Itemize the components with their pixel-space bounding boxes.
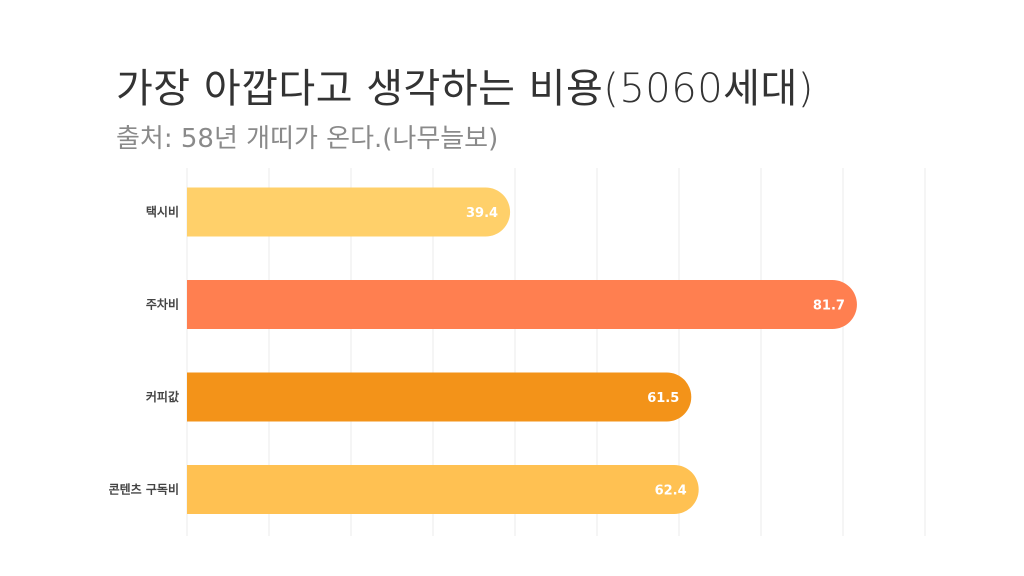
bar-4	[187, 465, 699, 514]
category-label: 콘텐츠 구독비	[109, 482, 179, 497]
category-label: 커피값	[146, 389, 179, 404]
value-label: 81.7	[813, 299, 845, 314]
category-label: 택시비	[146, 204, 179, 219]
value-label: 61.5	[647, 391, 679, 406]
labels: 택시비 39.4 주차비 81.7 커피값 61.5 콘텐츠 구독비 62.4	[109, 204, 845, 499]
bar-2	[187, 280, 857, 329]
chart-title: 가장 아깝다고 생각하는 비용(5060세대)	[116, 66, 814, 112]
category-label: 주차비	[146, 297, 179, 312]
bar-1	[187, 187, 511, 237]
value-label: 62.4	[655, 484, 687, 499]
value-label: 39.4	[466, 206, 498, 221]
bar-3	[187, 372, 692, 422]
chart-subtitle: 출처: 58년 개띠가 온다.(나무늘보)	[116, 124, 499, 154]
bars	[187, 187, 857, 514]
